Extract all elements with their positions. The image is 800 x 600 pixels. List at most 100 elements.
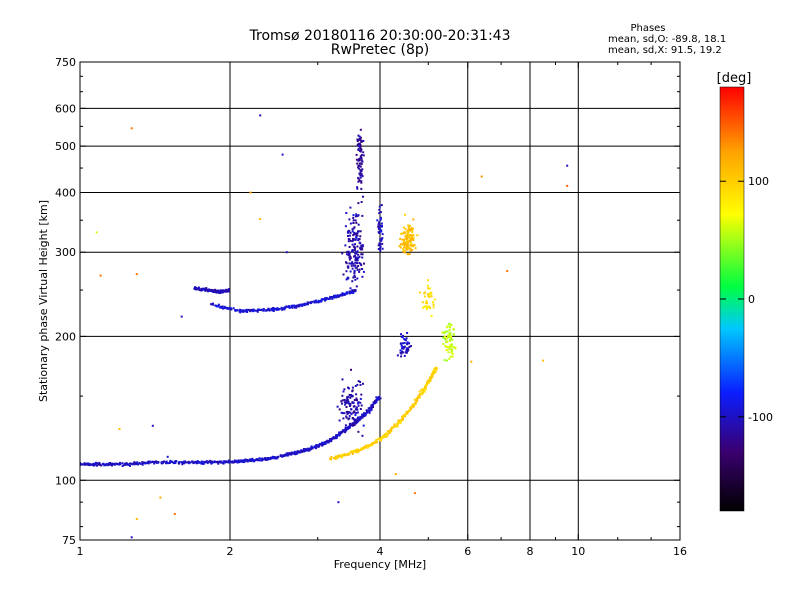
scatter-point: [347, 452, 350, 455]
scatter-point: [406, 347, 409, 350]
scatter-point: [367, 407, 370, 410]
scatter-point: [262, 308, 265, 311]
scatter-point: [355, 251, 358, 254]
scatter-point: [360, 173, 363, 176]
scatter-point: [353, 420, 356, 423]
scatter-point: [411, 237, 414, 240]
scatter-point: [424, 384, 427, 387]
scatter-point: [360, 393, 363, 396]
scatter-point: [130, 127, 133, 130]
scatter-point: [137, 463, 139, 466]
scatter-point: [109, 463, 112, 466]
scatter-point: [348, 234, 351, 237]
scatter-point: [333, 456, 336, 459]
scatter-point: [428, 296, 431, 299]
scatter-point: [259, 114, 262, 117]
scatter-point: [380, 222, 383, 225]
scatter-point: [299, 450, 302, 453]
scatter-point: [355, 256, 358, 259]
scatter-point: [354, 243, 356, 246]
scatter-point: [251, 310, 254, 313]
scatter-point: [397, 419, 400, 422]
scatter-point: [288, 305, 290, 308]
scatter-point: [230, 308, 233, 311]
scatter-point: [406, 234, 409, 237]
scatter-point: [422, 306, 425, 309]
scatter-point: [205, 460, 208, 463]
scatter-point: [357, 180, 360, 183]
scatter-point: [359, 401, 362, 404]
scatter-point: [139, 462, 142, 465]
scatter-point: [259, 218, 262, 220]
scatter-point: [345, 261, 347, 264]
chart-title: Tromsø 20180116 20:30:00-20:31:43: [249, 28, 511, 44]
scatter-point: [348, 252, 351, 255]
scatter-point: [306, 302, 309, 305]
scatter-point: [343, 412, 346, 415]
scatter-point: [370, 408, 373, 411]
scatter-point: [405, 411, 408, 414]
scatter-point: [350, 262, 353, 265]
scatter-point: [345, 427, 347, 430]
scatter-point: [316, 444, 319, 447]
scatter-point: [351, 417, 354, 420]
phase-info-x: mean, sd,X: 91.5, 19.2: [608, 45, 722, 56]
scatter-point: [381, 247, 384, 250]
scatter-point: [351, 249, 354, 251]
scatter-point: [347, 254, 350, 257]
scatter-point: [404, 413, 407, 415]
phase-info-heading: Phases: [630, 23, 665, 34]
scatter-point: [357, 159, 360, 162]
scatter-point: [365, 409, 368, 412]
scatter-point: [310, 445, 313, 448]
scatter-point: [227, 307, 230, 310]
scatter-point: [133, 461, 136, 464]
scatter-point: [204, 287, 206, 290]
scatter-point: [220, 461, 223, 464]
scatter-point: [356, 245, 359, 248]
scatter-point: [354, 261, 357, 264]
scatter-point: [359, 408, 362, 410]
scatter-point: [404, 351, 407, 354]
scatter-point: [354, 414, 357, 416]
scatter-point: [359, 415, 362, 418]
scatter-point: [345, 212, 348, 214]
scatter-point: [340, 456, 343, 459]
scatter-point: [321, 441, 324, 444]
scatter-point: [409, 240, 412, 243]
scatter-point: [427, 279, 430, 282]
phase-info-o: mean, sd,O: -89.8, 18.1: [608, 34, 726, 45]
scatter-point: [406, 341, 409, 344]
scatter-point: [566, 164, 569, 167]
scatter-point: [448, 329, 451, 332]
scatter-point: [370, 407, 373, 410]
scatter-point: [227, 461, 230, 464]
scatter-point: [355, 406, 358, 409]
scatter-point: [355, 266, 358, 269]
scatter-point: [354, 289, 357, 291]
scatter-point: [380, 436, 383, 439]
scatter-point: [421, 390, 424, 393]
scatter-point: [91, 463, 94, 466]
scatter-point: [355, 418, 357, 421]
scatter-point: [355, 232, 358, 235]
scatter-point: [349, 450, 352, 453]
scatter-point: [359, 449, 362, 451]
scatter-point: [400, 344, 403, 347]
scatter-point: [353, 264, 356, 267]
scatter-point: [406, 232, 409, 235]
scatter-point: [416, 234, 419, 237]
scatter-point: [401, 415, 404, 418]
scatter-point: [360, 246, 363, 249]
scatter-point: [376, 441, 379, 444]
scatter-point: [358, 262, 361, 264]
scatter-point: [506, 270, 509, 272]
y-axis-label: Stationary phase Virtual Height [km]: [37, 200, 50, 402]
scatter-point: [366, 446, 369, 449]
scatter-point: [244, 458, 247, 461]
scatter-point: [330, 458, 333, 461]
scatter-point: [211, 289, 214, 291]
scatter-point: [357, 380, 360, 383]
scatter-point: [407, 235, 410, 238]
scatter-point: [357, 430, 360, 433]
